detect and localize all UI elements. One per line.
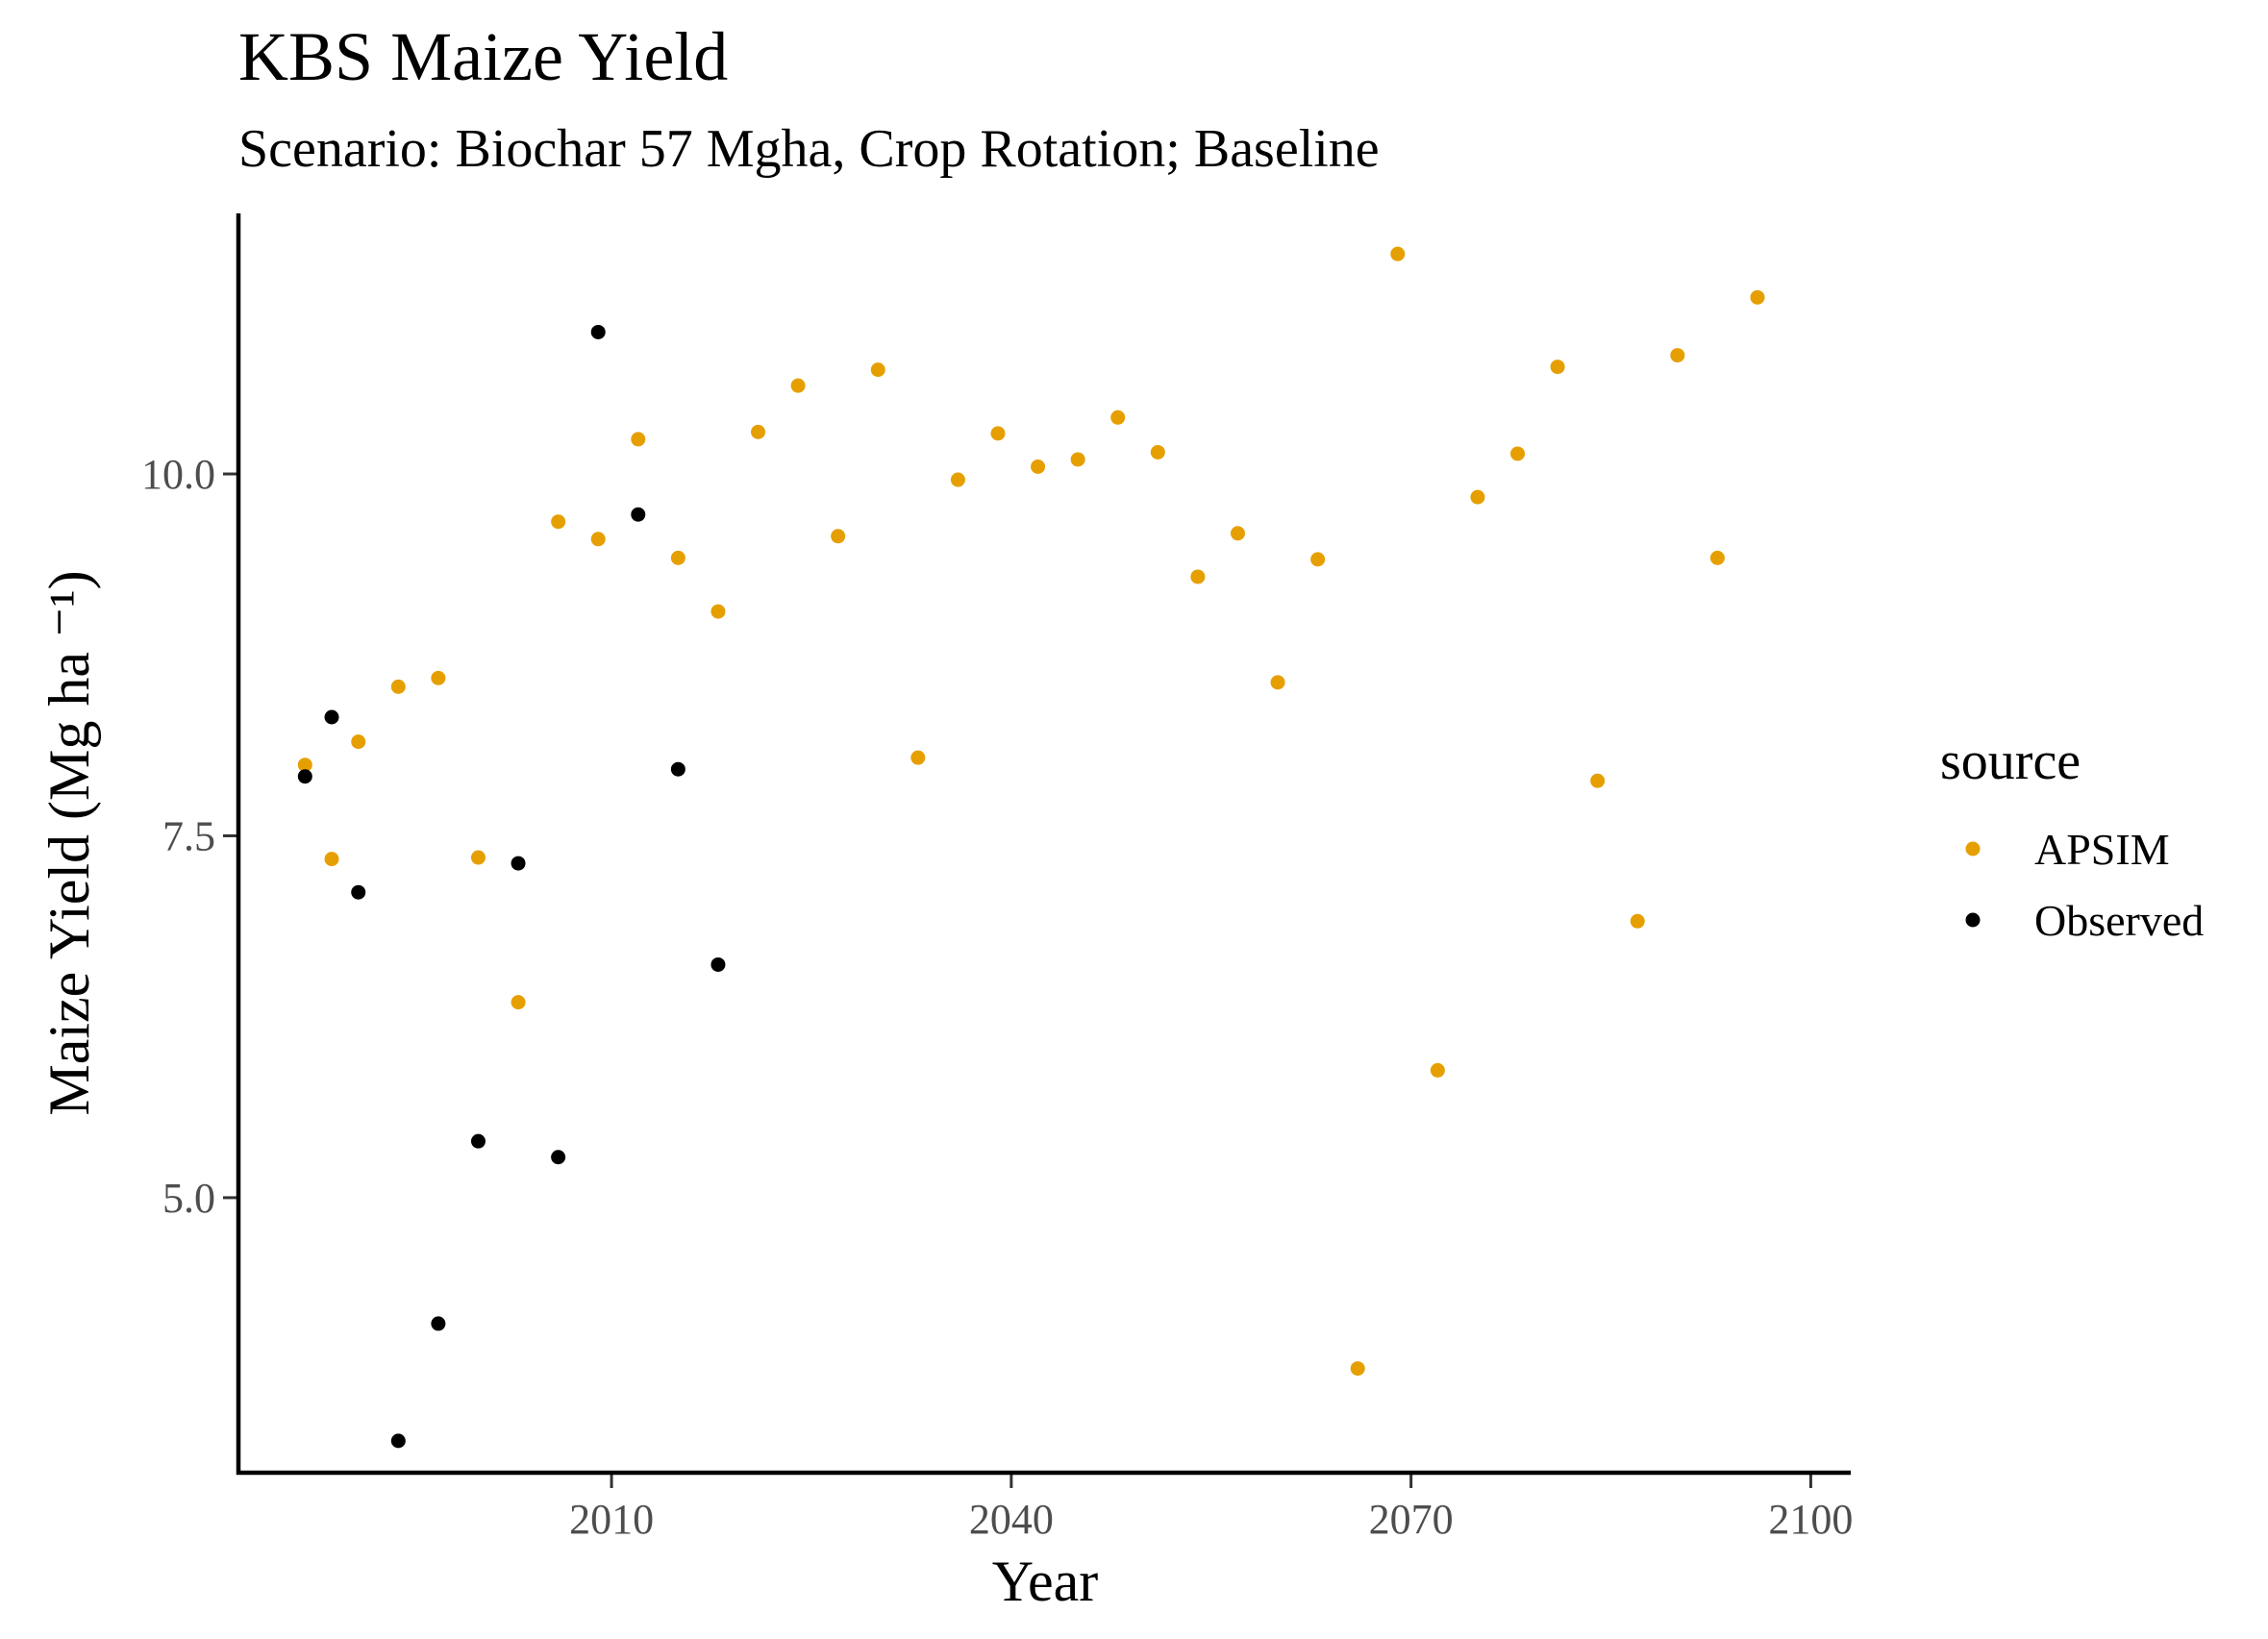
data-point-apsim bbox=[351, 734, 366, 750]
data-point-apsim bbox=[1110, 410, 1126, 425]
data-point-apsim bbox=[1310, 552, 1326, 567]
data-point-observed bbox=[390, 1433, 406, 1449]
data-point-apsim bbox=[870, 362, 885, 378]
legend-title: source bbox=[1940, 732, 2081, 791]
data-point-observed bbox=[710, 956, 726, 972]
data-point-apsim bbox=[1390, 246, 1406, 261]
data-point-apsim bbox=[1031, 459, 1046, 475]
x-axis-ticks: 2010 2040 2070 2100 bbox=[569, 1475, 1853, 1543]
data-point-observed bbox=[297, 769, 312, 784]
data-point-apsim bbox=[1350, 1361, 1365, 1377]
series-apsim bbox=[297, 246, 1765, 1377]
data-point-apsim bbox=[710, 604, 726, 619]
data-point-observed bbox=[551, 1150, 566, 1165]
data-point-observed bbox=[431, 1316, 446, 1331]
legend-key-apsim bbox=[1965, 841, 1981, 857]
legend-label-observed: Observed bbox=[2034, 896, 2204, 945]
data-point-observed bbox=[511, 856, 526, 871]
y-tick-label: 5.0 bbox=[162, 1175, 215, 1222]
data-point-apsim bbox=[1590, 773, 1606, 788]
data-point-apsim bbox=[1470, 489, 1485, 505]
chart-subtitle: Scenario: Biochar 57 Mgha, Crop Rotation… bbox=[238, 119, 1380, 179]
data-point-apsim bbox=[431, 670, 446, 685]
data-point-observed bbox=[351, 884, 366, 900]
data-point-apsim bbox=[790, 378, 806, 393]
data-point-apsim bbox=[297, 757, 312, 773]
y-axis-title: Maize Yield (Mg ha ⁻¹) bbox=[37, 570, 101, 1115]
chart-title: KBS Maize Yield bbox=[238, 18, 728, 95]
data-point-observed bbox=[324, 709, 339, 725]
data-point-apsim bbox=[751, 424, 766, 439]
data-point-apsim bbox=[1430, 1062, 1445, 1078]
data-point-apsim bbox=[324, 852, 339, 867]
data-point-apsim bbox=[1750, 289, 1765, 305]
data-point-apsim bbox=[1709, 550, 1725, 565]
x-tick-label: 2010 bbox=[569, 1496, 654, 1543]
data-point-apsim bbox=[511, 995, 526, 1010]
data-point-apsim bbox=[1190, 569, 1206, 584]
data-point-observed bbox=[631, 507, 646, 522]
x-tick-label: 2100 bbox=[1768, 1496, 1853, 1543]
x-tick-label: 2040 bbox=[969, 1496, 1054, 1543]
data-point-apsim bbox=[831, 529, 846, 544]
data-point-observed bbox=[470, 1133, 486, 1149]
data-point-observed bbox=[670, 761, 685, 777]
data-point-apsim bbox=[910, 750, 926, 765]
data-point-apsim bbox=[990, 426, 1006, 441]
legend-label-apsim: APSIM bbox=[2034, 825, 2170, 874]
data-point-observed bbox=[590, 324, 606, 339]
data-point-apsim bbox=[670, 550, 685, 565]
data-point-apsim bbox=[551, 514, 566, 530]
x-tick-label: 2070 bbox=[1369, 1496, 1454, 1543]
y-axis-ticks: 5.0 7.5 10.0 bbox=[141, 451, 237, 1222]
data-point-apsim bbox=[590, 532, 606, 547]
y-tick-label: 7.5 bbox=[162, 812, 215, 859]
data-point-apsim bbox=[470, 850, 486, 865]
legend: source APSIM Observed bbox=[1940, 732, 2204, 945]
data-point-apsim bbox=[1230, 526, 1245, 541]
x-axis-title: Year bbox=[992, 1550, 1099, 1613]
series-observed bbox=[297, 324, 726, 1449]
data-point-apsim bbox=[1670, 348, 1685, 363]
data-point-apsim bbox=[950, 472, 965, 487]
data-point-apsim bbox=[1550, 360, 1565, 375]
data-point-apsim bbox=[1070, 452, 1085, 467]
data-point-apsim bbox=[1630, 913, 1645, 929]
data-point-apsim bbox=[1270, 675, 1285, 690]
y-tick-label: 10.0 bbox=[141, 451, 215, 498]
legend-key-observed bbox=[1965, 912, 1981, 928]
data-point-apsim bbox=[1150, 444, 1165, 459]
data-point-apsim bbox=[1510, 446, 1526, 461]
plot-area bbox=[297, 246, 1765, 1449]
data-point-apsim bbox=[631, 432, 646, 447]
data-point-apsim bbox=[390, 679, 406, 694]
